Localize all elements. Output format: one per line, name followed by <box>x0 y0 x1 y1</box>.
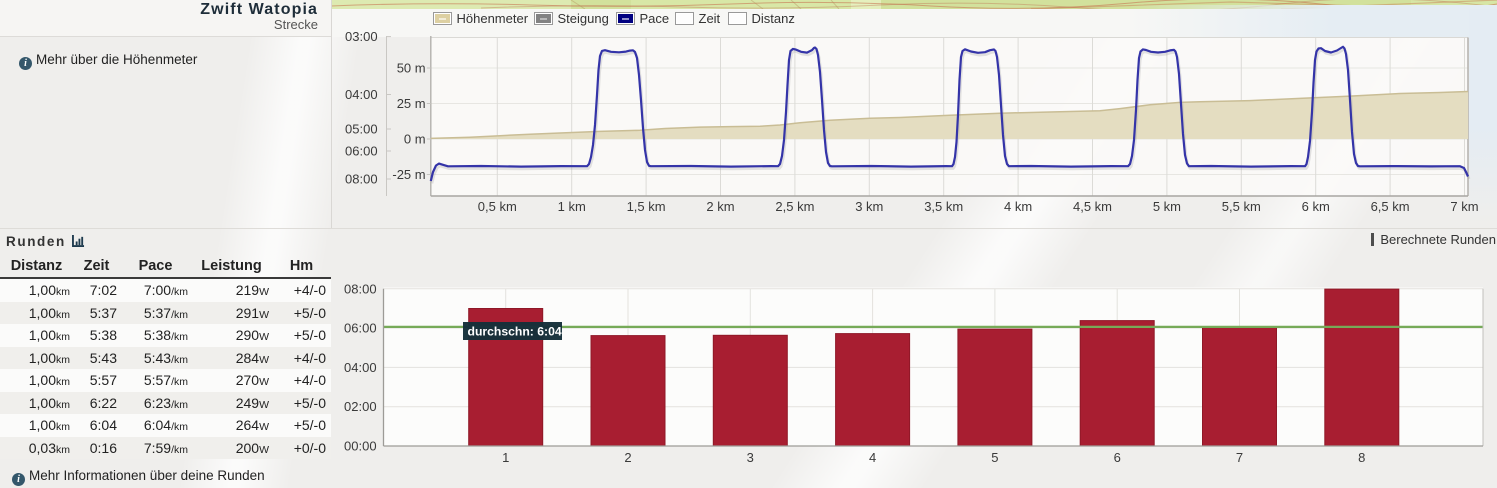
svg-text:06:00: 06:00 <box>344 321 377 336</box>
svg-text:0 m: 0 m <box>404 132 426 147</box>
svg-text:00:00: 00:00 <box>344 439 377 454</box>
svg-text:2,5 km: 2,5 km <box>775 199 814 214</box>
svg-text:5 km: 5 km <box>1153 199 1181 214</box>
svg-text:4 km: 4 km <box>1004 199 1032 214</box>
svg-text:02:00: 02:00 <box>344 399 377 414</box>
svg-text:-25 m: -25 m <box>392 167 425 182</box>
svg-text:3 km: 3 km <box>855 199 883 214</box>
svg-text:6,5 km: 6,5 km <box>1371 199 1410 214</box>
svg-text:1: 1 <box>502 450 509 465</box>
svg-text:7: 7 <box>1236 450 1243 465</box>
svg-text:08:00: 08:00 <box>344 281 377 296</box>
svg-text:3,5 km: 3,5 km <box>924 199 963 214</box>
svg-text:06:00: 06:00 <box>345 144 378 159</box>
svg-text:8: 8 <box>1358 450 1365 465</box>
svg-text:04:00: 04:00 <box>344 360 377 375</box>
svg-text:6 km: 6 km <box>1302 199 1330 214</box>
svg-text:1,5 km: 1,5 km <box>627 199 666 214</box>
svg-text:5: 5 <box>991 450 998 465</box>
svg-text:5,5 km: 5,5 km <box>1222 199 1261 214</box>
svg-text:durchschn: 6:04: durchschn: 6:04 <box>468 325 562 339</box>
svg-text:7 km: 7 km <box>1450 199 1478 214</box>
svg-text:3: 3 <box>747 450 754 465</box>
svg-text:0,5 km: 0,5 km <box>478 199 517 214</box>
svg-text:25 m: 25 m <box>397 96 426 111</box>
svg-text:05:00: 05:00 <box>345 122 378 137</box>
svg-text:04:00: 04:00 <box>345 87 378 102</box>
svg-text:08:00: 08:00 <box>345 172 378 187</box>
svg-text:2: 2 <box>624 450 631 465</box>
svg-text:4,5 km: 4,5 km <box>1073 199 1112 214</box>
svg-text:6: 6 <box>1114 450 1121 465</box>
svg-text:4: 4 <box>869 450 876 465</box>
svg-text:03:00: 03:00 <box>345 29 378 44</box>
svg-text:50 m: 50 m <box>397 61 426 76</box>
svg-text:1 km: 1 km <box>558 199 586 214</box>
svg-text:2 km: 2 km <box>706 199 734 214</box>
